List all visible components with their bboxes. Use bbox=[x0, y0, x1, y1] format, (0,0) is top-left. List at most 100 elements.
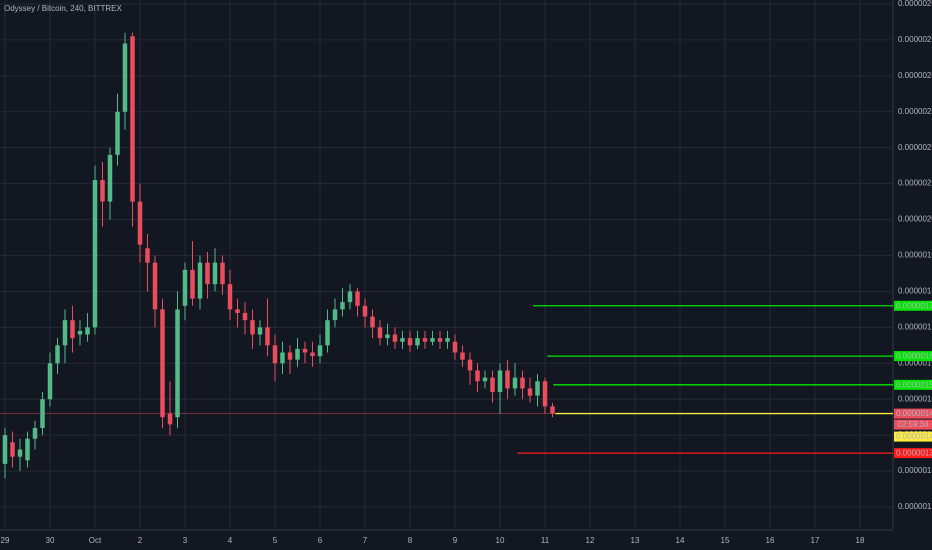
candle-body bbox=[167, 413, 173, 425]
y-tick-label: 0.00000120 bbox=[898, 502, 932, 511]
x-tick-label: 30 bbox=[46, 536, 55, 545]
candle-body bbox=[25, 438, 30, 461]
candle-body bbox=[40, 399, 45, 428]
candle-body bbox=[460, 352, 465, 360]
x-tick-label: 9 bbox=[453, 536, 458, 545]
candle-body bbox=[385, 334, 390, 339]
candle-body bbox=[287, 352, 293, 360]
candle-body bbox=[482, 377, 488, 382]
x-tick-label: 29 bbox=[1, 536, 10, 545]
candle-body bbox=[362, 305, 368, 317]
candle-body bbox=[340, 302, 345, 310]
candle-body bbox=[182, 269, 188, 306]
candle-body bbox=[527, 388, 533, 396]
candle-body bbox=[332, 309, 338, 321]
candle-body bbox=[47, 363, 53, 400]
price-tag bbox=[894, 448, 932, 459]
candle-body bbox=[415, 338, 420, 346]
candle-body bbox=[400, 338, 405, 342]
price-tag-label: 0.00000162 bbox=[896, 352, 932, 361]
x-tick-label: 6 bbox=[318, 536, 323, 545]
candle-body bbox=[152, 262, 158, 310]
candle-body bbox=[145, 248, 150, 263]
candle-body bbox=[407, 338, 413, 346]
x-tick-label: 18 bbox=[856, 536, 865, 545]
candle-body bbox=[137, 201, 143, 245]
candle-body bbox=[272, 345, 278, 364]
price-tag-label: 0.00000154 bbox=[896, 380, 932, 389]
x-tick-label: 8 bbox=[408, 536, 413, 545]
candle-body bbox=[310, 352, 315, 357]
candle-body bbox=[512, 377, 518, 389]
y-tick-label: 0.00000180 bbox=[898, 287, 932, 296]
y-tick-label: 0.00000220 bbox=[898, 143, 932, 152]
price-tag bbox=[894, 408, 932, 419]
x-tick-label: 14 bbox=[676, 536, 685, 545]
candle-body bbox=[10, 442, 15, 457]
candle-body bbox=[370, 316, 375, 328]
price-tag bbox=[894, 431, 932, 442]
candle-body bbox=[437, 338, 443, 342]
candle-body bbox=[377, 327, 383, 339]
price-tag bbox=[894, 351, 932, 362]
chart-title: Odyssey / Bitcoin, 240, BITTREX bbox=[4, 4, 122, 13]
candle-body bbox=[430, 338, 435, 342]
y-tick-label: 0.00000240 bbox=[898, 71, 932, 80]
candle-body bbox=[70, 320, 75, 339]
candle-body bbox=[220, 262, 225, 285]
y-tick-label: 0.00000200 bbox=[898, 215, 932, 224]
x-tick-label: 15 bbox=[721, 536, 730, 545]
candle-body bbox=[467, 359, 473, 371]
candle-body bbox=[197, 262, 203, 299]
candle-body bbox=[2, 435, 8, 464]
candle-body bbox=[250, 320, 255, 335]
x-tick-label: 10 bbox=[496, 536, 505, 545]
candle-body bbox=[32, 427, 38, 439]
x-tick-label: 3 bbox=[183, 536, 188, 545]
countdown-label: 02:59:34 bbox=[897, 420, 929, 429]
candle-body bbox=[77, 330, 83, 335]
candle-body bbox=[422, 338, 428, 342]
candle-body bbox=[550, 406, 555, 414]
candle-body bbox=[100, 180, 105, 202]
candle-body bbox=[227, 284, 233, 310]
candle-body bbox=[160, 309, 165, 418]
grid bbox=[0, 0, 893, 530]
y-tick-label: 0.00000130 bbox=[898, 466, 932, 475]
countdown-tag bbox=[894, 419, 932, 430]
candle-body bbox=[205, 262, 210, 285]
candle-body bbox=[505, 370, 510, 389]
x-tick-label: 11 bbox=[541, 536, 550, 545]
candle-body bbox=[235, 309, 240, 313]
candle-body bbox=[475, 370, 480, 382]
candle-body bbox=[445, 338, 450, 342]
candle-body bbox=[520, 377, 525, 389]
y-tick-label: 0.00000190 bbox=[898, 251, 932, 260]
x-tick-label: 17 bbox=[811, 536, 820, 545]
candle-body bbox=[347, 291, 353, 303]
candle-body bbox=[452, 341, 458, 353]
candle-body bbox=[257, 327, 263, 335]
x-tick-label: 5 bbox=[273, 536, 278, 545]
candle-body bbox=[295, 348, 300, 360]
candle-body bbox=[280, 352, 285, 364]
candle-body bbox=[62, 320, 68, 346]
price-tag-label: 0.00000146 bbox=[896, 409, 932, 418]
candle-body bbox=[55, 345, 60, 364]
candle-body bbox=[122, 43, 128, 112]
candle-body bbox=[85, 327, 90, 335]
candle-body bbox=[212, 262, 218, 285]
candle-body bbox=[490, 377, 495, 393]
candle-body bbox=[497, 370, 503, 393]
candle-body bbox=[392, 334, 398, 342]
candle-body bbox=[265, 327, 270, 346]
price-tag-label: 0.00000146 bbox=[896, 432, 932, 441]
candle-body bbox=[175, 309, 180, 418]
y-tick-label: 0.00000210 bbox=[898, 179, 932, 188]
x-tick-label: 13 bbox=[631, 536, 640, 545]
x-tick-label: Oct bbox=[89, 536, 102, 545]
price-tag bbox=[894, 379, 932, 390]
